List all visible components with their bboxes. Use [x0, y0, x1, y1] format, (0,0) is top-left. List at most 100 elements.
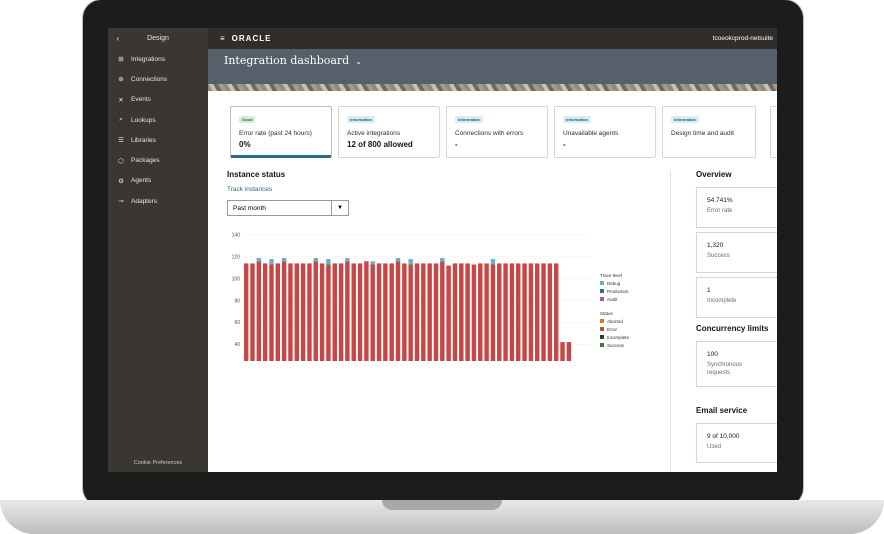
card-value: 12 of 800 allowed [347, 140, 413, 149]
page-header: Integration dashboard ⌄ [208, 49, 777, 91]
chevron-down-icon[interactable]: ▼ [331, 201, 348, 215]
sidebar-item-integrations[interactable]: ⊞ Integrations [108, 49, 208, 69]
y-tick-label: 40 [234, 342, 240, 348]
bar-error [383, 263, 388, 361]
selected-indicator [231, 155, 331, 158]
summary-card[interactable]: Good Error rate (past 24 hours) 0% [230, 106, 332, 158]
bar-error [250, 263, 255, 361]
card-label: Error rate (past 24 hours) [239, 130, 312, 137]
summary-card[interactable]: Information Unavailable agents - [554, 106, 656, 158]
sidebar-item-lookups[interactable]: ⌕ Lookups [108, 110, 208, 130]
overview-label: Success [707, 253, 730, 259]
user-instance[interactable]: tcoeokcprod-netsuite [712, 35, 773, 42]
bar-error [465, 263, 470, 361]
period-select[interactable]: Past month ▼ [227, 200, 349, 216]
legend-swatch [600, 335, 604, 339]
bar-error [440, 261, 445, 361]
bar-debug [408, 259, 413, 265]
y-tick-label: 140 [232, 233, 241, 239]
email-service-card[interactable]: 9 of 10,000 Used [696, 423, 777, 463]
chevron-down-icon[interactable]: ⌄ [355, 57, 362, 66]
overview-label: Incomplete [707, 298, 737, 304]
email-service-title: Email service [696, 406, 748, 415]
legend-swatch [600, 319, 604, 323]
sidebar-item-connections[interactable]: ⊕ Connections [108, 69, 208, 89]
bar-error [402, 263, 407, 361]
hamburger-icon[interactable]: ≡ [220, 34, 226, 43]
cookie-preferences-link[interactable]: Cookie Preferences [133, 460, 183, 466]
bar-error [288, 263, 293, 361]
back-arrow-icon[interactable]: ‹ [116, 34, 120, 43]
track-instances-link[interactable]: Track instances [227, 186, 273, 193]
status-badge: Information [455, 116, 483, 123]
legend-entry: Production [607, 289, 629, 294]
summary-card-overflow[interactable] [770, 106, 777, 158]
legend-swatch [600, 281, 604, 285]
packages-icon: ⬡ [118, 157, 124, 165]
sidebar-header: ‹ Design [108, 28, 208, 49]
overview-label: Error rate [707, 208, 733, 214]
bar-debug [281, 257, 287, 262]
status-badge: Information [347, 116, 375, 123]
sidebar-item-label: Agents [131, 177, 152, 185]
period-select-value: Past month [233, 204, 266, 212]
sidebar-nav: ⊞ Integrations ⊕ Connections ✕ Events ⌕ Lookups… [108, 49, 208, 211]
legend-swatch [600, 289, 604, 293]
connections-icon: ⊕ [118, 76, 124, 84]
y-tick-label: 60 [234, 320, 240, 326]
bar-error [452, 263, 458, 361]
overview-card-success[interactable]: 1,320 Success [696, 232, 777, 273]
sidebar-item-libraries[interactable]: ☰ Libraries [108, 130, 208, 150]
bar-error [300, 263, 306, 361]
legend-entry: Error [607, 327, 618, 332]
bar-error [509, 263, 515, 361]
lookups-icon: ⌕ [119, 116, 123, 124]
bar-error [313, 261, 318, 361]
instance-status-title: Instance status [227, 170, 286, 179]
legend-entry: Audit [607, 297, 618, 302]
card-label: Active integrations [347, 130, 401, 137]
concurrency-card[interactable]: 100 Synchronous requests [696, 341, 777, 387]
bar-error [471, 264, 477, 361]
sidebar-item-packages[interactable]: ⬡ Packages [108, 150, 208, 170]
overview-card-incomplete[interactable]: 1 Incomplete [696, 277, 777, 318]
card-value: - [563, 140, 566, 149]
brand: ≡ ORACLE [220, 28, 271, 49]
overview-value: 1,320 [707, 242, 724, 249]
bar-error [528, 263, 534, 361]
legend-title: Trace level [600, 273, 622, 278]
summary-card[interactable]: Information Connections with errors - [446, 106, 548, 158]
bar-error [427, 263, 432, 361]
concurrency-value: 100 [707, 351, 718, 358]
sidebar-item-label: Libraries [131, 136, 156, 144]
concurrency-label: Synchronous requests [707, 362, 743, 376]
adapters-icon: ⊸ [118, 198, 124, 206]
app-screen: ≡ ORACLE tcoeokcprod-netsuite ‹ Design ⊞… [108, 28, 777, 472]
bar-error [269, 264, 274, 361]
bar-debug [256, 257, 262, 262]
status-badge: Information [671, 116, 699, 123]
bar-error [281, 261, 287, 361]
bar-debug [345, 257, 350, 262]
sidebar-item-adapters[interactable]: ⊸ Adapters [108, 191, 208, 211]
top-bar: ≡ ORACLE tcoeokcprod-netsuite [108, 28, 777, 49]
bar-error [256, 261, 262, 361]
bar-debug [326, 259, 331, 265]
status-badge: Good [239, 116, 256, 123]
page-title[interactable]: Integration dashboard ⌄ [224, 54, 362, 67]
section-divider [670, 171, 671, 472]
sidebar-item-label: Packages [131, 157, 160, 165]
page-title-text: Integration dashboard [224, 54, 350, 67]
overview-card-error-rate[interactable]: 54.741% Error rate [696, 187, 777, 228]
card-value: - [455, 140, 458, 149]
sidebar-item-agents[interactable]: ⚙ Agents [108, 171, 208, 191]
y-tick-label: 80 [234, 298, 240, 304]
card-label: Connections with errors [455, 130, 524, 137]
bar-error [535, 263, 540, 361]
sidebar-item-events[interactable]: ✕ Events [108, 90, 208, 110]
bar-error [560, 342, 565, 361]
legend-swatch [600, 327, 604, 331]
summary-card[interactable]: Information Active integrations 12 of 800 … [338, 106, 440, 158]
legend-entry: Incomplete [607, 335, 630, 340]
summary-card[interactable]: Information Design time and audit [662, 106, 756, 158]
